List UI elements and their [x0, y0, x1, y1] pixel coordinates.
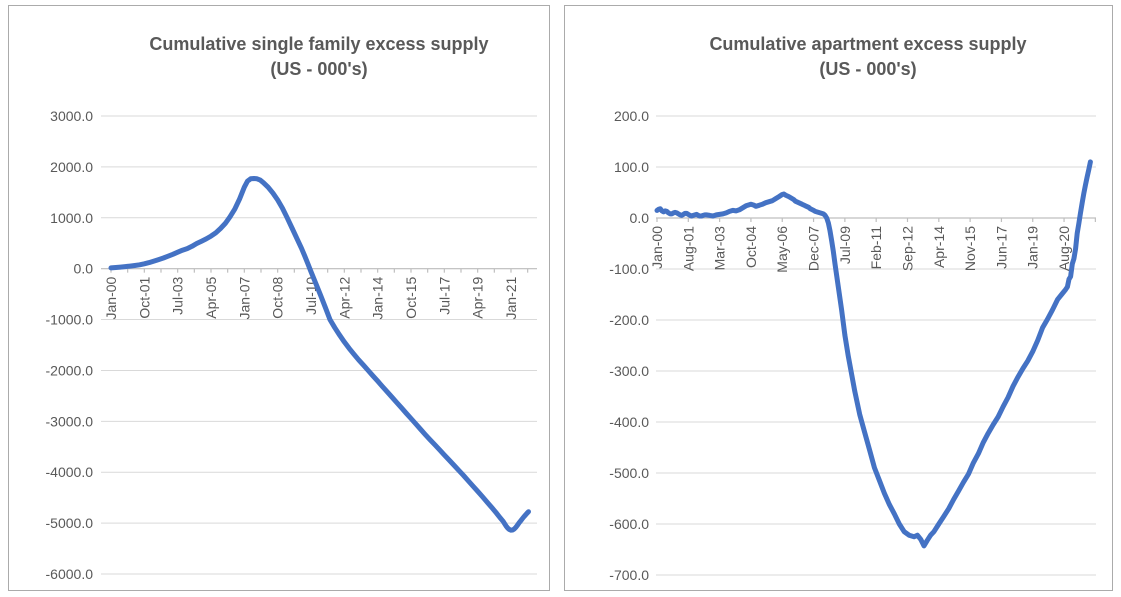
y-tick-label: -200.0: [609, 312, 649, 328]
chart-panel-apartment: Cumulative apartment excess supply (US -…: [564, 5, 1113, 591]
y-tick-label: 100.0: [614, 159, 649, 175]
y-tick-label: -700.0: [609, 567, 649, 583]
x-tick-label: Apr-05: [203, 276, 219, 318]
x-tick-label: Jul-17: [436, 276, 452, 314]
x-tick-label: Oct-08: [270, 276, 286, 318]
x-tick-label: Apr-14: [931, 226, 947, 268]
y-tick-label: -6000.0: [46, 566, 94, 582]
x-tick-label: Jul-09: [837, 226, 853, 264]
x-tick-label: May-06: [774, 226, 790, 273]
chart-title-line2: (US - 000's): [819, 59, 917, 79]
y-tick-label: -600.0: [609, 516, 649, 532]
x-tick-label: Jun-17: [993, 226, 1009, 269]
y-tick-label: 3000.0: [50, 108, 93, 124]
chart-title-line1: Cumulative apartment excess supply: [709, 34, 1027, 54]
y-tick-label: -300.0: [609, 363, 649, 379]
chart-title-single-family: Cumulative single family excess supply (…: [99, 32, 539, 82]
y-tick-label: 2000.0: [50, 159, 93, 175]
x-tick-label: Sep-12: [899, 226, 915, 271]
series-line: [654, 159, 1093, 549]
x-tick-label: Jan-00: [103, 276, 119, 319]
y-tick-label: 0.0: [74, 261, 94, 277]
y-tick-label: -500.0: [609, 465, 649, 481]
x-tick-label: Oct-01: [136, 276, 152, 318]
y-tick-label: -5000.0: [46, 515, 94, 531]
x-tick-label: Apr-12: [336, 276, 352, 318]
x-tick-label: Apr-19: [470, 276, 486, 318]
x-tick-label: Oct-04: [743, 226, 759, 268]
x-tick-label: Jan-14: [370, 276, 386, 319]
y-tick-label: -1000.0: [46, 312, 94, 328]
chart-title-apartment: Cumulative apartment excess supply (US -…: [645, 32, 1091, 82]
x-tick-label: Jan-07: [236, 276, 252, 319]
x-tick-label: Feb-11: [868, 226, 884, 270]
x-tick-label: Aug-20: [1056, 226, 1072, 271]
chart-title-line1: Cumulative single family excess supply: [149, 34, 489, 54]
x-tick-label: Mar-03: [712, 226, 728, 271]
x-tick-label: Jul-03: [170, 276, 186, 314]
chart-panel-single-family: Cumulative single family excess supply (…: [8, 5, 550, 591]
y-tick-label: -100.0: [609, 261, 649, 277]
x-tick-label: Jan-19: [1025, 226, 1041, 269]
y-tick-label: 0.0: [630, 210, 650, 226]
x-tick-label: Jan-21: [503, 276, 519, 319]
x-tick-label: Jan-00: [649, 226, 665, 269]
y-tick-label: -2000.0: [46, 362, 94, 378]
y-tick-label: -4000.0: [46, 464, 94, 480]
y-tick-label: 200.0: [614, 108, 649, 124]
y-tick-label: 1000.0: [50, 210, 93, 226]
x-tick-label: Aug-01: [680, 226, 696, 271]
y-tick-label: -3000.0: [46, 413, 94, 429]
apartment-line-chart: 200.0 100.0 0.0 -100.0 -200.0 -300.0 -400.0 -50…: [609, 108, 1096, 583]
x-tick-label: Nov-15: [962, 226, 978, 271]
chart-title-line2: (US - 000's): [270, 59, 368, 79]
single-family-line-chart: 3000.0 2000.0 1000.0 0.0 -1000.0 -2000.0 -3000…: [46, 108, 537, 582]
x-tick-label: Oct-15: [403, 276, 419, 318]
series-line: [108, 176, 531, 533]
x-tick-label: Dec-07: [806, 226, 822, 271]
y-tick-label: -400.0: [609, 414, 649, 430]
